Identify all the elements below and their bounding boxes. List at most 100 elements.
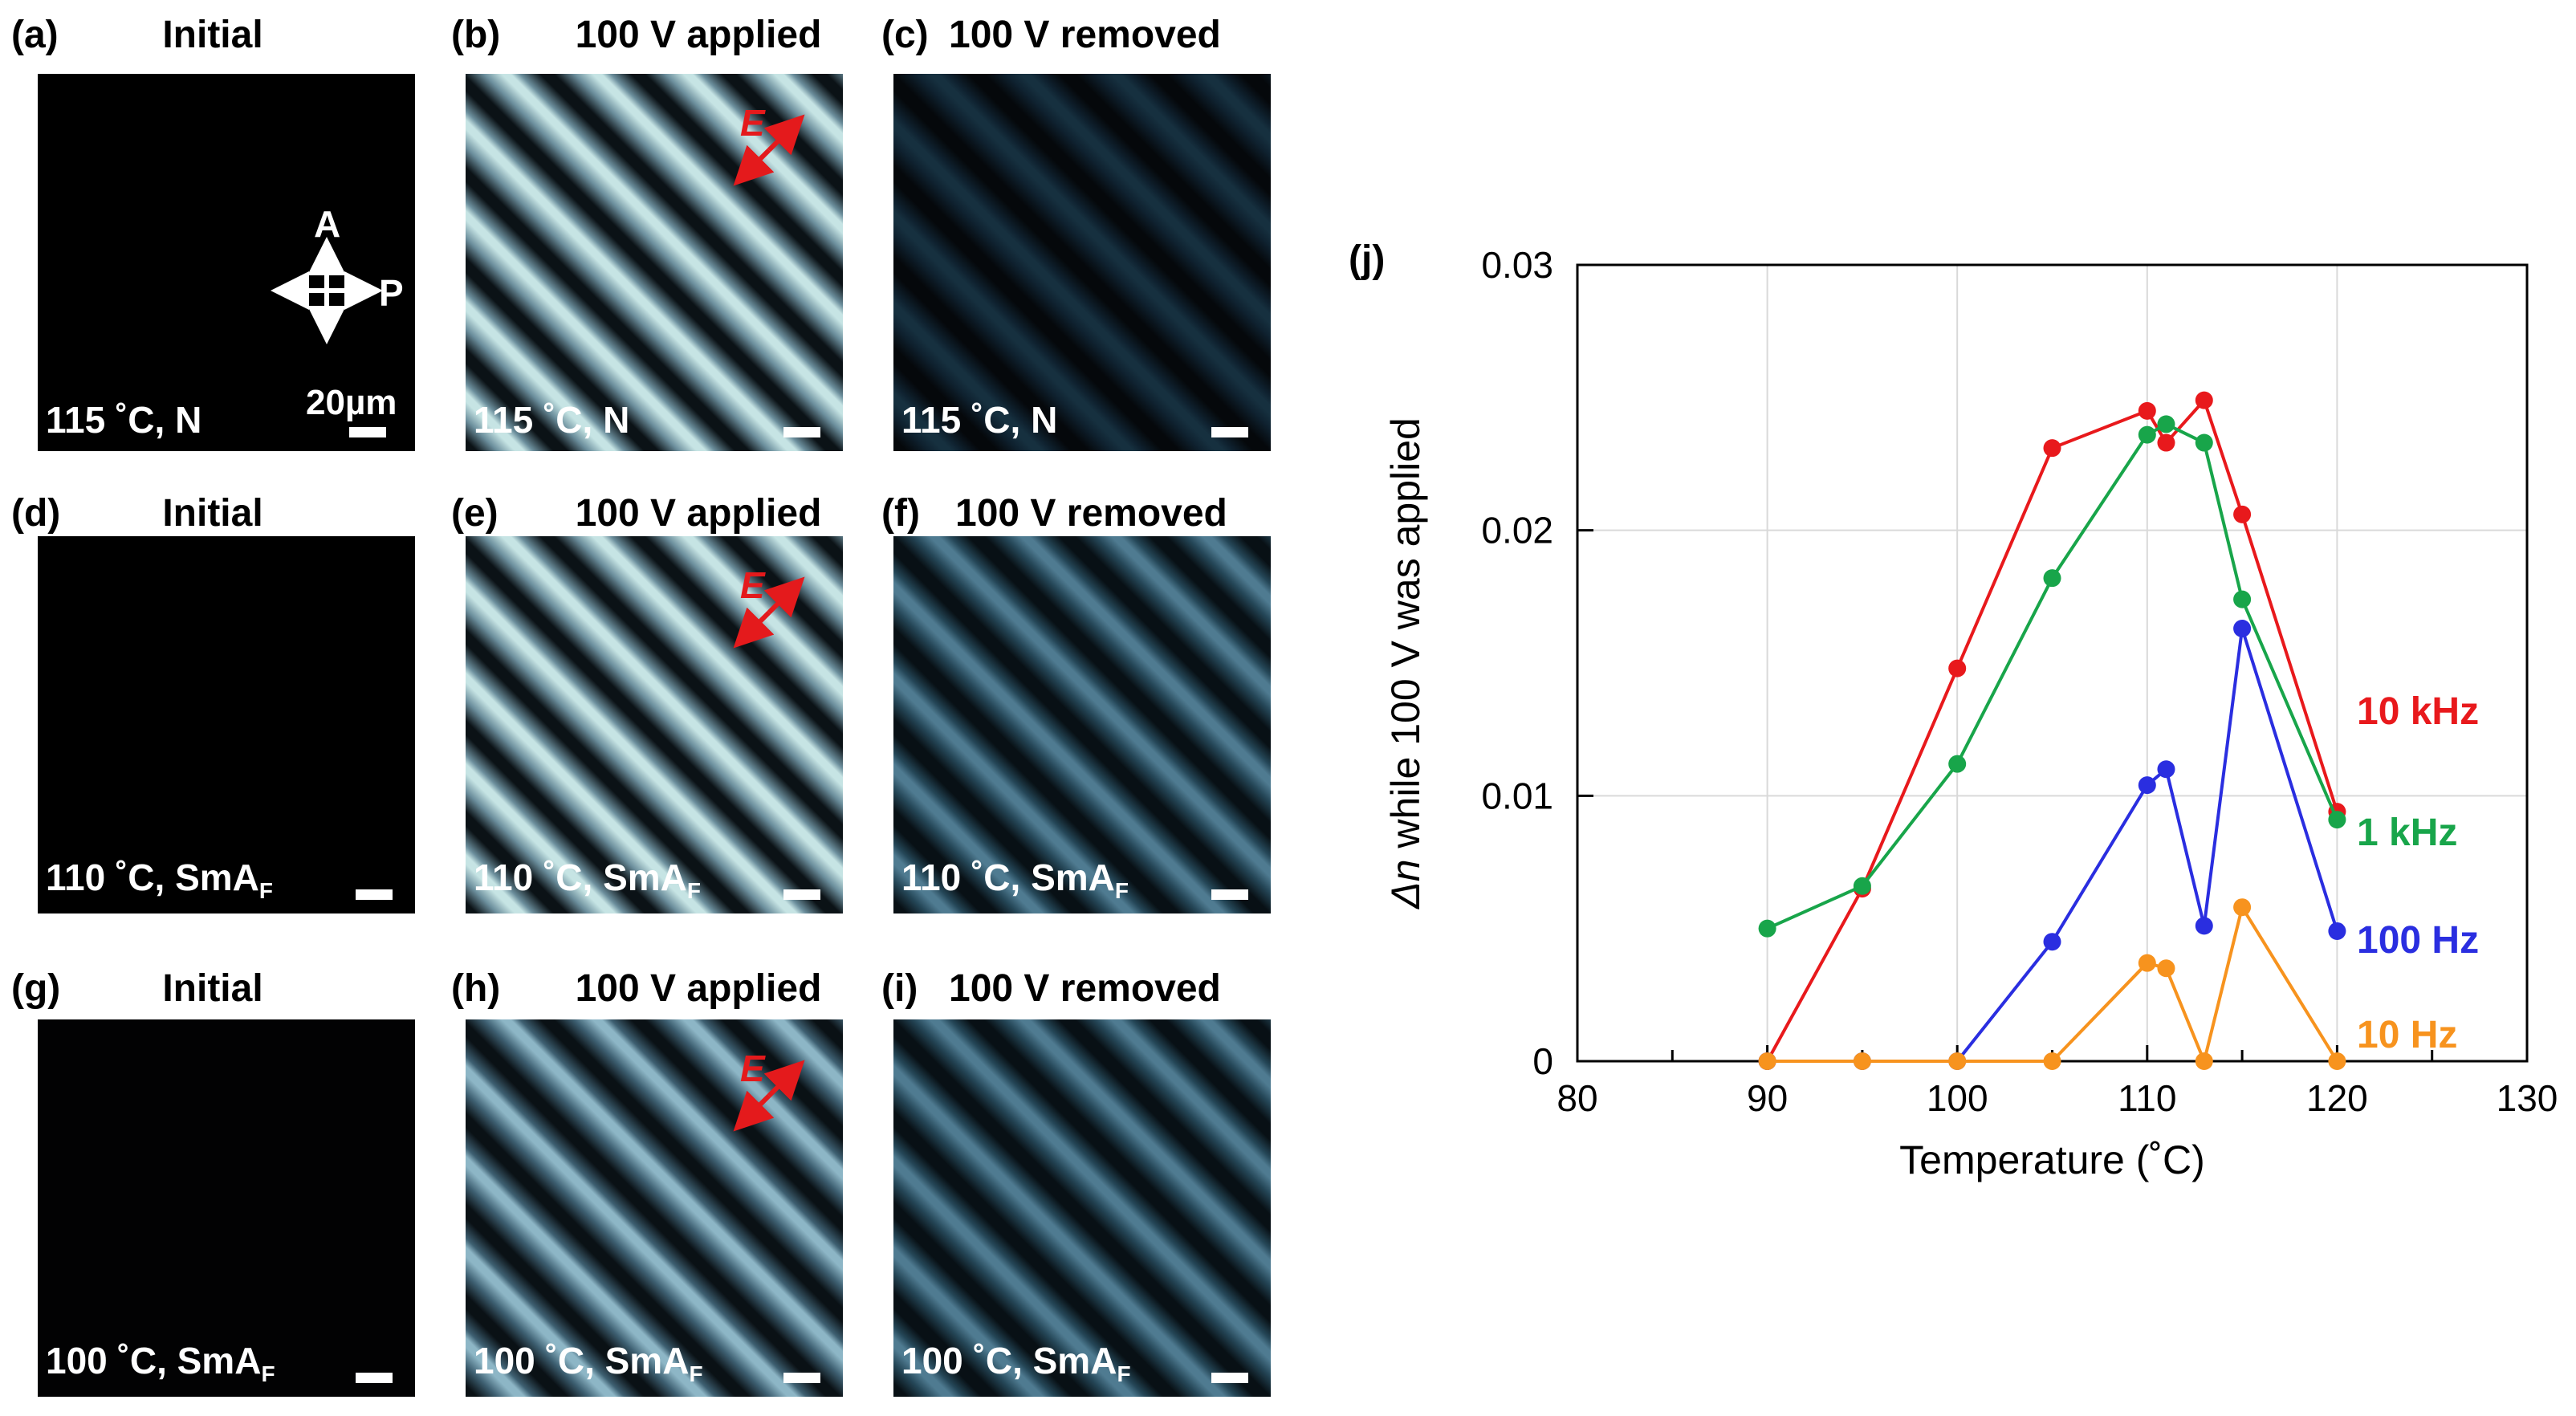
panel-h-image: E 100 ˚C, SmAF: [466, 1019, 843, 1397]
panel-e-label: (e): [451, 492, 499, 535]
scale-label: 20µm: [306, 383, 397, 422]
y-tick-label: 0: [1532, 1040, 1553, 1082]
scale-bar: [783, 427, 820, 437]
series-label-100-hz: 100 Hz: [2357, 919, 2479, 962]
panel-a-title: Initial: [162, 14, 263, 56]
panel-f-caption: 110 ˚C, SmAF: [901, 857, 1129, 903]
data-point-100-hz: [2157, 760, 2175, 779]
scale-bar: [356, 1373, 393, 1383]
data-point-10-khz: [1853, 880, 1871, 898]
x-tick-label: 80: [1557, 1077, 1597, 1119]
panel-i-image: 100 ˚C, SmAF: [893, 1019, 1271, 1397]
data-point-100-hz: [2195, 917, 2213, 935]
panel-a-label: (a): [11, 14, 59, 56]
panel-c-label: (c): [881, 14, 929, 56]
scale-bar: [349, 427, 386, 437]
field-arrow-icon: [733, 1060, 805, 1132]
data-point-1-khz: [2195, 433, 2213, 452]
x-tick-label: 130: [2497, 1077, 2558, 1119]
panel-h-caption: 100 ˚C, SmAF: [474, 1340, 703, 1386]
data-point-100-hz: [2043, 933, 2061, 951]
panel-g-caption: 100 ˚C, SmAF: [46, 1340, 275, 1386]
y-axis-label: Δn while 100 V was applied: [1383, 417, 1428, 909]
data-point-1-khz: [1948, 755, 1967, 773]
series-line-1-khz: [1766, 422, 2339, 930]
data-point-10-khz: [2328, 803, 2346, 821]
panel-b-image: E 115 ˚C, N: [466, 74, 843, 451]
data-point-10-khz: [2043, 439, 2061, 458]
data-point-100-hz: [1853, 1052, 1871, 1070]
polarizer-label: P: [379, 272, 404, 314]
field-arrow-icon: [733, 576, 805, 649]
x-axis-label: Temperature (˚C): [1899, 1137, 2205, 1182]
data-point-10-hz: [1758, 1052, 1776, 1070]
data-point-10-khz: [2233, 505, 2252, 523]
panel-h-label: (h): [451, 967, 501, 1010]
field-arrow-icon: [733, 114, 805, 186]
panel-i-title: 100 V removed: [949, 967, 1221, 1010]
data-point-10-hz: [1853, 1052, 1871, 1070]
data-point-10-khz: [1758, 1052, 1776, 1070]
x-tick-label: 120: [2306, 1077, 2368, 1119]
data-point-10-hz: [1948, 1052, 1967, 1070]
scale-bar: [356, 889, 393, 900]
scale-bar: [783, 1373, 820, 1383]
panel-c-caption: 115 ˚C, N: [901, 399, 1058, 441]
series-line-10-khz: [1765, 397, 2339, 1062]
x-tick-label: 110: [2118, 1077, 2176, 1119]
scale-bar: [1211, 1373, 1248, 1383]
data-point-100-hz: [2233, 620, 2252, 638]
x-tick-label: 90: [1747, 1077, 1788, 1119]
panel-e-image: E 110 ˚C, SmAF: [466, 536, 843, 913]
data-point-10-khz: [1948, 659, 1967, 677]
plot-frame: [1576, 263, 2529, 1063]
data-point-10-hz: [2328, 1052, 2346, 1070]
data-point-10-hz: [2195, 1052, 2213, 1070]
data-point-1-khz: [2328, 811, 2346, 829]
y-tick-label: 0.03: [1481, 244, 1553, 286]
panel-g-title: Initial: [162, 967, 263, 1010]
panel-a-caption: 115 ˚C, N: [46, 399, 202, 441]
polarizer-arrows-icon: [271, 237, 383, 344]
panel-e-caption: 110 ˚C, SmAF: [474, 857, 702, 903]
x-tick-label: 100: [1927, 1077, 1988, 1119]
field-e-label: E: [740, 564, 765, 606]
panel-i-label: (i): [881, 967, 918, 1010]
series-label-1-khz: 1 kHz: [2357, 812, 2457, 854]
data-point-10-khz: [2195, 391, 2213, 409]
panel-b-title: 100 V applied: [575, 14, 822, 56]
data-point-1-khz: [2233, 590, 2252, 608]
panel-e-title: 100 V applied: [575, 492, 822, 535]
scale-bar: [1211, 889, 1248, 900]
panel-g-label: (g): [11, 967, 61, 1010]
data-point-10-hz: [2233, 898, 2252, 917]
data-point-10-khz: [2157, 433, 2175, 452]
field-e-label: E: [740, 102, 765, 144]
scale-bar: [783, 889, 820, 900]
series-label-10-hz: 10 Hz: [2357, 1014, 2457, 1056]
series-line-100-hz: [1767, 628, 2339, 1063]
series-line-10-hz: [1767, 903, 2339, 1067]
data-point-100-hz: [1758, 1052, 1776, 1070]
series-label-10-khz: 10 kHz: [2357, 690, 2479, 733]
data-point-1-khz: [2138, 425, 2156, 444]
scale-bar: [1211, 427, 1248, 437]
panel-h-title: 100 V applied: [575, 967, 822, 1010]
data-point-10-khz: [2138, 401, 2156, 420]
panel-d-label: (d): [11, 492, 61, 535]
data-point-100-hz: [2328, 922, 2346, 940]
panel-i-caption: 100 ˚C, SmAF: [901, 1340, 1131, 1386]
panel-d-title: Initial: [162, 492, 263, 535]
data-point-1-khz: [2043, 569, 2061, 588]
panel-g-image: 100 ˚C, SmAF: [38, 1019, 415, 1397]
panel-f-title: 100 V removed: [955, 492, 1227, 535]
panel-b-label: (b): [451, 14, 501, 56]
data-point-100-hz: [1948, 1052, 1967, 1070]
data-point-10-hz: [2157, 959, 2175, 978]
panel-a-image: A P 20µm 115 ˚C, N: [38, 74, 415, 451]
data-point-1-khz: [1758, 919, 1776, 938]
data-point-100-hz: [2138, 776, 2156, 795]
data-point-10-hz: [2043, 1052, 2061, 1070]
panel-d-caption: 110 ˚C, SmAF: [46, 857, 274, 903]
field-e-label: E: [740, 1048, 765, 1089]
